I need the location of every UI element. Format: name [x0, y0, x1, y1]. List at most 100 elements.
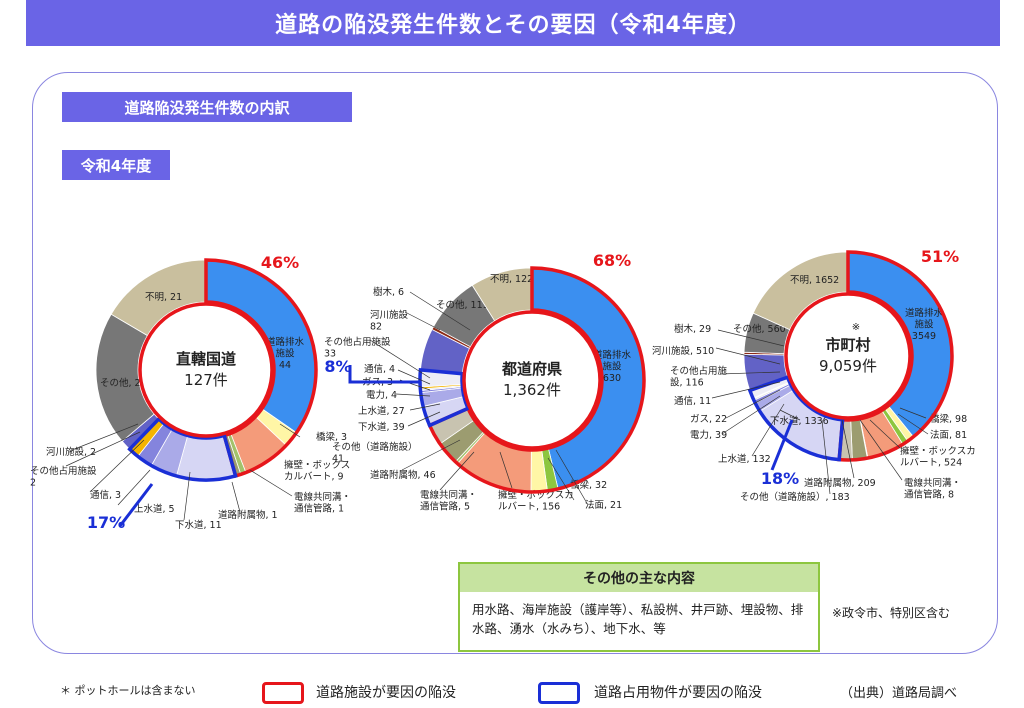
label-不明: 不明, 21	[145, 292, 182, 303]
occupancy-percent: 17%	[87, 513, 125, 532]
center-name: 直轄国道	[176, 350, 236, 368]
label-下水道: 下水道, 1336	[770, 415, 829, 427]
leader-line	[547, 457, 575, 501]
leader-line	[821, 419, 831, 495]
page-title-banner: 道路の陥没発生件数とその要因（令和4年度）	[26, 0, 1000, 46]
leader-line	[439, 451, 475, 491]
label-道路排水施設: 道路排水施設 630	[593, 349, 632, 384]
section-header: 道路陥没発生件数の内訳	[62, 92, 352, 122]
leader-line	[65, 431, 141, 467]
leader-line	[409, 291, 471, 331]
main-panel	[32, 72, 998, 654]
facility-outline	[204, 258, 318, 479]
leader-line	[899, 407, 927, 419]
municipality-note: ※政令市、特別区含む	[832, 606, 951, 620]
leader-line	[859, 419, 903, 481]
legend-facility-label: 道路施設が要因の陥没	[316, 685, 456, 701]
center-circle	[138, 302, 274, 438]
occupancy-outline	[418, 368, 471, 428]
label-その他占用施設: その他占用施設 2	[30, 465, 97, 488]
label-道路排水施設: 道路排水施設 3549	[905, 307, 944, 342]
source-note: （出典）道路局調べ	[840, 686, 958, 701]
other-contents-body: 用水路、海岸施設（護岸等）、私設桝、井戸跡、埋設物、排水路、湧水（水みち）、地下…	[472, 602, 804, 636]
occupancy-percent: 18%	[761, 469, 799, 488]
year-header: 令和4年度	[62, 150, 170, 180]
facility-outline	[837, 250, 954, 462]
leader-line	[751, 403, 785, 457]
label-その他: その他, 111	[436, 299, 489, 311]
label-不明: 不明, 122	[490, 274, 533, 285]
label-通信: 通信, 11	[674, 395, 711, 407]
leader-line	[409, 403, 441, 411]
label-下水道: 下水道, 39	[358, 421, 405, 433]
leader-line	[841, 419, 855, 479]
label-下水道: 下水道, 11	[175, 519, 222, 531]
label-電力: 電力, 39	[690, 429, 727, 441]
leader-line	[721, 395, 781, 435]
leader-line	[397, 369, 431, 385]
occupancy-percent: 8%	[324, 357, 351, 376]
label-樹木: 樹木, 29	[674, 323, 711, 335]
label-樹木: 樹木, 6	[373, 286, 404, 298]
other-contents-title: その他の主な内容	[460, 564, 818, 592]
occupancy-connector	[118, 483, 154, 527]
label-通信: 通信, 3	[90, 489, 121, 501]
occupancy-outline	[747, 374, 845, 462]
leader-line	[71, 423, 139, 451]
footer: ＊ ポットホールは含まない 道路施設が要因の陥没 道路占用物件が要因の陥没 （出…	[0, 680, 1024, 704]
leader-line	[869, 419, 901, 449]
label-不明: 不明, 1652	[790, 275, 839, 286]
center-circle	[462, 310, 602, 450]
leader-line	[369, 339, 431, 379]
center-name: 市町村	[825, 336, 870, 354]
label-道路附属物: 道路附属物, 46	[370, 469, 436, 481]
center-name: 都道府県	[501, 360, 562, 378]
leader-line	[231, 481, 241, 513]
label-上水道: 上水道, 27	[358, 405, 405, 417]
label-法面: 法面, 21	[585, 499, 622, 511]
label-ガス: ガス, 22	[690, 414, 727, 425]
label-擁壁・ボックスカルバート: 擁壁・ボックスカルバート, 524	[900, 445, 976, 468]
other-contents-box: その他の主な内容 用水路、海岸施設（護岸等）、私設桝、井戸跡、埋設物、排水路、湧…	[458, 562, 820, 652]
legend-occupancy-swatch	[538, 682, 580, 704]
label-その他占用施設: その他占用施設 33	[324, 336, 391, 359]
label-橋梁: 橋梁, 98	[930, 413, 967, 425]
facility-percent: 51%	[921, 247, 959, 266]
label-河川施設: 河川施設, 2	[46, 446, 96, 458]
leader-line	[499, 451, 513, 489]
occupancy-connector	[348, 365, 420, 384]
leader-line	[897, 413, 929, 435]
center-total: 1,362件	[503, 381, 561, 399]
label-上水道: 上水道, 5	[134, 503, 175, 515]
facility-percent: 46%	[261, 253, 299, 272]
label-擁壁・ボックスカルバート: 擁壁・ボックスカルバート, 9	[284, 459, 350, 482]
occupancy-connector	[770, 419, 794, 471]
facility-percent: 68%	[593, 251, 631, 270]
legend-occupancy-label: 道路占用物件が要因の陥没	[594, 685, 762, 701]
pothole-note: ＊ ポットホールは含まない	[60, 684, 196, 697]
leader-line	[249, 469, 293, 497]
donut-1: 道路排水施設 44 橋梁, 3 擁壁・ボックスカルバート, 9 電線共同溝・通信管路, …	[30, 253, 351, 532]
label-その他占用施設: その他占用施設, 116	[670, 365, 728, 388]
center-total: 127件	[184, 371, 228, 389]
center-note: ※	[852, 322, 860, 333]
leader-line	[401, 439, 461, 471]
leader-line	[404, 311, 441, 331]
label-その他（道路施設）: その他（道路施設） 41	[332, 441, 418, 464]
label-橋梁: 橋梁, 3	[316, 431, 347, 443]
donut-3: 道路排水施設 3549 橋梁, 98 法面, 81 擁壁・ボックスカルバート, 524 電…	[652, 247, 976, 503]
label-その他: その他, 25	[100, 377, 147, 389]
leader-line	[555, 449, 589, 506]
label-通信: 通信, 4	[364, 363, 395, 375]
label-河川施設: 河川施設, 510	[652, 345, 714, 357]
section-title: 道路陥没発生件数の内訳	[124, 98, 290, 117]
leader-line	[717, 329, 785, 347]
leader-line	[719, 371, 781, 375]
legend-facility-swatch	[262, 682, 304, 704]
label-道路附属物: 道路附属物, 1	[218, 509, 278, 521]
label-電線共同溝・通信管路: 電線共同溝・通信管路, 1	[294, 491, 351, 514]
leader-line	[279, 423, 301, 438]
label-河川施設: 河川施設 82	[370, 309, 409, 332]
leader-line	[89, 439, 145, 493]
